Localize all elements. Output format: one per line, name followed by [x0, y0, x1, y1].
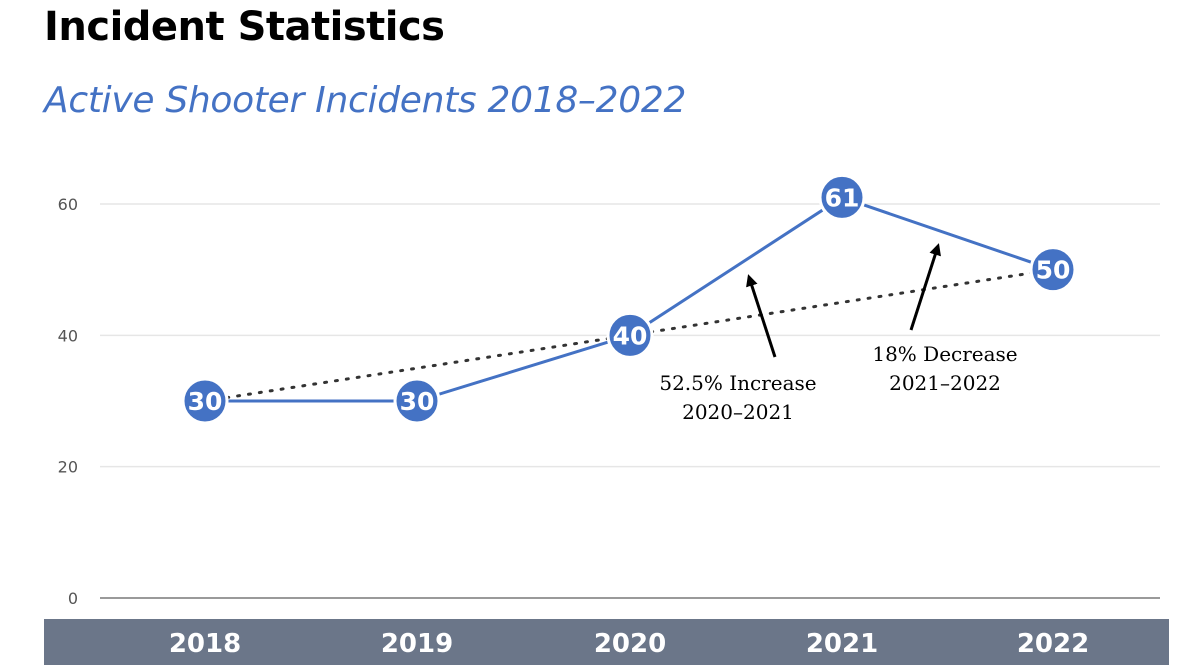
data-point: [393, 377, 441, 425]
x-tick-label: 2022: [1017, 629, 1089, 659]
data-label: 50: [1036, 256, 1071, 285]
data-label: 30: [400, 387, 435, 416]
annotation-arrow: [909, 243, 941, 331]
x-tick-label: 2018: [169, 629, 241, 659]
x-tick-label: 2021: [806, 629, 878, 659]
x-axis-band: [44, 619, 1169, 665]
slide-subtitle: Active Shooter Incidents 2018–2022: [44, 80, 687, 121]
x-tick-label: 2019: [381, 629, 453, 659]
data-point: [818, 173, 866, 221]
annotation-text: 2021–2022: [889, 371, 1001, 395]
annotation-text: 2020–2021: [682, 400, 794, 424]
data-label: 40: [613, 321, 648, 350]
data-point: [181, 377, 229, 425]
y-tick-label: 60: [58, 195, 78, 214]
y-tick-label: 0: [68, 589, 78, 608]
y-tick-label: 20: [58, 458, 78, 477]
x-tick-label: 2020: [594, 629, 666, 659]
slide-title: Incident Statistics: [44, 4, 445, 50]
data-label: 30: [188, 387, 223, 416]
annotation-text: 52.5% Increase: [659, 371, 816, 395]
y-tick-label: 40: [58, 326, 78, 345]
data-point: [1029, 246, 1077, 294]
data-point: [606, 311, 654, 359]
annotation-text: 18% Decrease: [872, 342, 1017, 366]
annotation-arrow: [746, 274, 777, 358]
data-label: 61: [825, 183, 860, 212]
